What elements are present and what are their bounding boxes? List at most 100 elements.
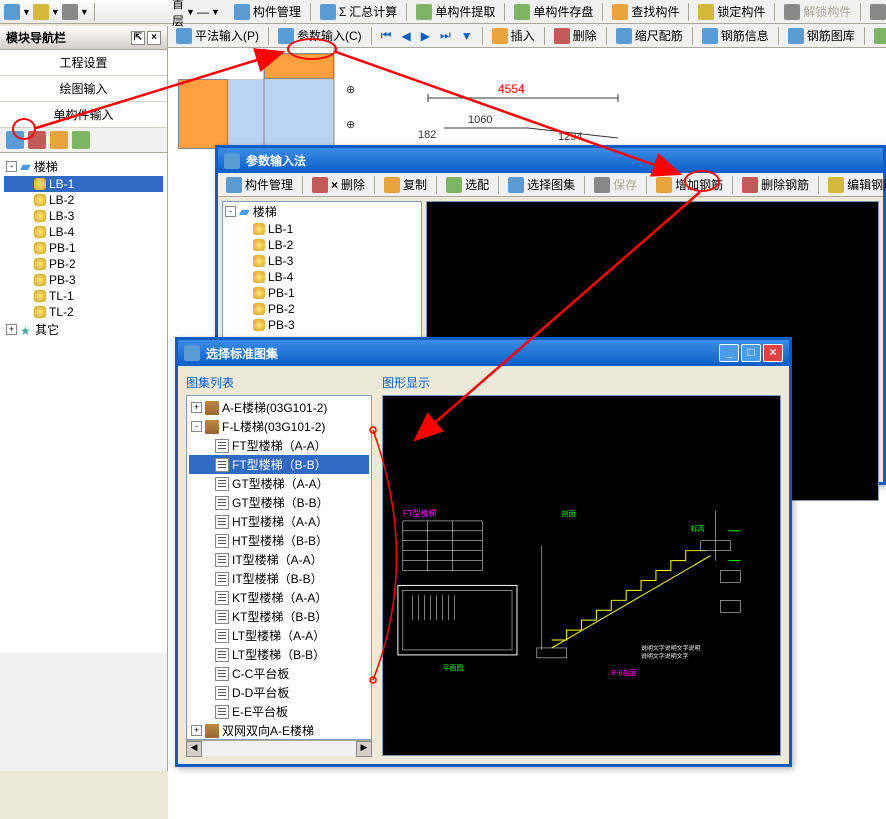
toolbar-button[interactable]: 缩尺配筋 (612, 25, 687, 46)
toolbar-button[interactable]: 单构件存盘 (510, 1, 597, 22)
toolbar-button[interactable]: 复制 (380, 174, 431, 195)
toolbar-button[interactable]: 构件管理 (230, 1, 305, 22)
atlas-item[interactable]: IT型楼梯（B-B） (189, 569, 369, 588)
dropdown-caret[interactable]: ▼ (186, 7, 195, 17)
scrollbar-h[interactable]: ◀ ▶ (186, 740, 372, 756)
nav-button[interactable]: ◀ (397, 27, 414, 45)
toolbar-button[interactable]: ×删除 (308, 174, 369, 195)
dropdown-caret[interactable]: ▼ (51, 7, 60, 17)
titlebar[interactable]: 选择标准图集 _ □ × (178, 340, 789, 366)
tree-item[interactable]: PB-3 (223, 317, 421, 333)
open-icon[interactable] (33, 4, 49, 20)
nav-button[interactable]: ⏭ (436, 26, 455, 45)
tree-item[interactable]: LB-4 (4, 224, 163, 240)
doc-icon (215, 572, 229, 586)
tree-item[interactable]: LB-2 (223, 237, 421, 253)
toolbar-button[interactable]: 编辑钢筋 (824, 174, 886, 195)
tree-item[interactable]: LB-2 (4, 192, 163, 208)
dropdown-caret[interactable]: ▼ (211, 7, 220, 17)
tree-item[interactable]: LB-1 (223, 221, 421, 237)
atlas-item[interactable]: GT型楼梯（B-B） (189, 493, 369, 512)
tree-root-stairs[interactable]: - ▰ 楼梯 (4, 157, 163, 176)
atlas-item[interactable]: LT型楼梯（B-B） (189, 645, 369, 664)
scroll-left[interactable]: ◀ (186, 741, 202, 757)
toolbar-button: 解锁构件 (780, 1, 855, 22)
nav-button[interactable]: ⏮ (377, 26, 396, 45)
new-icon[interactable] (4, 4, 20, 20)
mini-icon-4[interactable] (72, 131, 90, 149)
atlas-item[interactable]: IT型楼梯（A-A） (189, 550, 369, 569)
toolbar-button[interactable]: 选择图集 (504, 174, 579, 195)
tree-root-stairs[interactable]: - ▰ 楼梯 (223, 202, 421, 221)
mini-icon-2[interactable] (28, 131, 46, 149)
atlas-item[interactable]: LT型楼梯（A-A） (189, 626, 369, 645)
minimize-button[interactable]: _ (719, 344, 739, 362)
item-icon (34, 290, 46, 302)
save-icon[interactable] (62, 4, 78, 20)
menu-item-single[interactable]: 单构件输入 (0, 102, 167, 128)
atlas-item[interactable]: HT型楼梯（B-B） (189, 531, 369, 550)
tree-item[interactable]: TL-2 (4, 304, 163, 320)
atlas-item[interactable]: D-D平台板 (189, 683, 369, 702)
tree-item[interactable]: LB-3 (223, 253, 421, 269)
toolbar-button[interactable]: 单构件提取 (412, 1, 499, 22)
tree-item[interactable]: PB-1 (223, 285, 421, 301)
expand-icon[interactable]: + (191, 725, 202, 736)
toolbar-button[interactable]: 选配 (442, 174, 493, 195)
atlas-preview[interactable]: FT型楼梯 (382, 395, 781, 756)
menu-item-project[interactable]: 工程设置 (0, 50, 167, 76)
tree-item[interactable]: TL-1 (4, 288, 163, 304)
atlas-item[interactable]: GT型楼梯（A-A） (189, 474, 369, 493)
atlas-group[interactable]: +双网双向A-E楼梯 (189, 721, 369, 740)
atlas-item[interactable]: FT型楼梯（A-A） (189, 436, 369, 455)
tree-item[interactable]: PB-2 (4, 256, 163, 272)
dropdown-caret[interactable]: ▼ (22, 7, 31, 17)
tree-item[interactable]: PB-2 (223, 301, 421, 317)
tree-item[interactable]: PB-3 (4, 272, 163, 288)
scroll-track[interactable] (202, 741, 356, 756)
atlas-item[interactable]: KT型楼梯（A-A） (189, 588, 369, 607)
toolbar-button[interactable]: 锁定构件 (694, 1, 769, 22)
toolbar-button[interactable]: Σ汇总计算 (316, 1, 401, 22)
tree-item[interactable]: LB-3 (4, 208, 163, 224)
close-button[interactable]: × (147, 31, 161, 45)
scroll-right[interactable]: ▶ (356, 741, 372, 757)
atlas-item[interactable]: FT型楼梯（B-B） (189, 455, 369, 474)
toolbar-button[interactable]: 构件管理 (222, 174, 297, 195)
toolbar-button[interactable]: 其他 (870, 25, 886, 46)
toolbar-button[interactable]: 插入 (488, 25, 539, 46)
expand-icon[interactable]: + (191, 402, 202, 413)
maximize-button[interactable]: □ (741, 344, 761, 362)
atlas-item[interactable]: C-C平台板 (189, 664, 369, 683)
tree-item[interactable]: LB-1 (4, 176, 163, 192)
tree-item[interactable]: LB-4 (223, 269, 421, 285)
toolbar-button[interactable]: 增加钢筋 (652, 174, 727, 195)
toolbar-button[interactable]: 平法输入(P) (172, 25, 263, 46)
atlas-group[interactable]: +A-E楼梯(03G101-2) (189, 398, 369, 417)
pin-button[interactable]: ⇱ (131, 31, 145, 45)
toolbar-button[interactable]: 钢筋信息 (698, 25, 773, 46)
close-button[interactable]: × (763, 344, 783, 362)
expand-icon[interactable]: - (191, 421, 202, 432)
tree-root-other[interactable]: + ★ 其它 (4, 320, 163, 339)
dropdown-caret[interactable]: ▼ (80, 7, 89, 17)
toolbar-button[interactable]: 删除 (550, 25, 601, 46)
mini-icon-1[interactable] (6, 131, 24, 149)
mini-icon-3[interactable] (50, 131, 68, 149)
toolbar-button[interactable]: 参数输入(C) (274, 25, 366, 46)
collapse-icon[interactable]: - (6, 161, 17, 172)
titlebar[interactable]: 参数输入法 (218, 148, 883, 173)
toolbar-button[interactable]: 钢筋图库 (784, 25, 859, 46)
atlas-item[interactable]: HT型楼梯（A-A） (189, 512, 369, 531)
tree-item[interactable]: PB-1 (4, 240, 163, 256)
toolbar-button[interactable]: 查找构件 (608, 1, 683, 22)
nav-button[interactable]: ▶ (417, 27, 434, 45)
collapse-icon[interactable]: - (225, 206, 236, 217)
atlas-item[interactable]: KT型楼梯（B-B） (189, 607, 369, 626)
menu-item-draw[interactable]: 绘图输入 (0, 76, 167, 102)
nav-button[interactable]: ▼ (457, 27, 477, 45)
expand-icon[interactable]: + (6, 324, 17, 335)
atlas-item[interactable]: E-E平台板 (189, 702, 369, 721)
atlas-group[interactable]: -F-L楼梯(03G101-2) (189, 417, 369, 436)
toolbar-button[interactable]: 删除钢筋 (738, 174, 813, 195)
